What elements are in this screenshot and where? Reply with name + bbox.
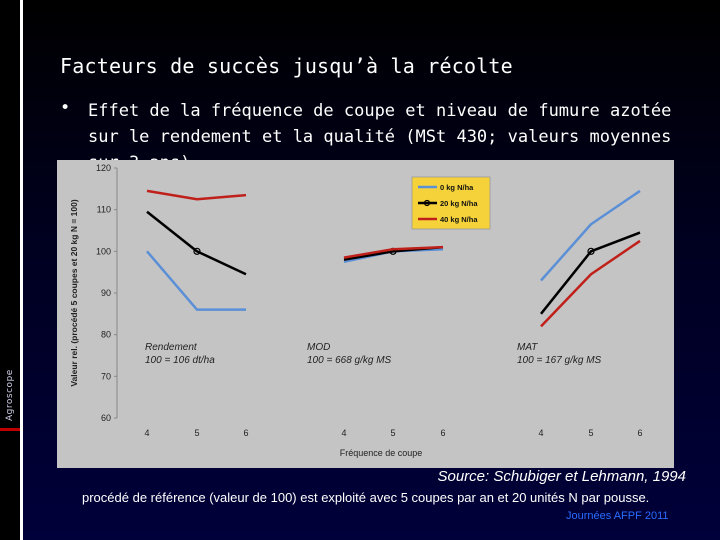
series-line [146, 189, 247, 201]
y-tick-label: 100 [96, 246, 111, 256]
y-axis-label: Valeur rel. (procédé 5 coupes et 20 kg N… [69, 199, 79, 386]
x-tick-label: 4 [144, 428, 149, 438]
y-tick-label: 80 [101, 330, 111, 340]
y-tick-label: 110 [97, 205, 111, 215]
chart-panel: 60 70 80 90 100 110 120 Valeur rel. (procédé 5 … [57, 160, 674, 468]
footnote: procédé de référence (valeur de 100) est… [82, 490, 650, 505]
slide-title: Facteurs de succès jusqu’à la récolte [60, 54, 513, 78]
x-tick-label: 5 [390, 428, 395, 438]
group-name-label: MAT [517, 342, 538, 353]
group-note-label: 100 = 106 dt/ha [145, 355, 215, 366]
legend-marker [423, 199, 431, 207]
group-name-label: Rendement [145, 342, 198, 353]
left-divider-line [20, 0, 23, 540]
bullet-marker: • [60, 98, 71, 118]
x-tick-label: 5 [194, 428, 199, 438]
y-tick-label: 60 [101, 413, 111, 423]
legend-label: 20 kg N/ha [440, 199, 478, 208]
x-axis-label: Fréquence de coupe [340, 448, 423, 458]
series-line [540, 239, 641, 328]
series-line [146, 250, 246, 311]
y-tick-label: 70 [101, 371, 111, 381]
legend-label: 40 kg N/ha [440, 215, 478, 224]
series-line [540, 231, 641, 315]
x-tick-label: 4 [341, 428, 346, 438]
x-tick-label: 6 [440, 428, 445, 438]
y-tick-label: 120 [96, 163, 111, 173]
x-tick-label: 6 [637, 428, 642, 438]
x-tick-label: 6 [243, 428, 248, 438]
logo-accent-bar [0, 428, 20, 431]
agroscope-logo: Agroscope [5, 369, 15, 421]
footer-event: Journées AFPF 2011 [566, 510, 669, 522]
series-line [343, 245, 444, 259]
series-line [146, 210, 247, 276]
group-note-label: 100 = 668 g/kg MS [307, 355, 392, 366]
left-margin [0, 0, 20, 540]
series-point [587, 247, 595, 255]
x-tick-label: 4 [538, 428, 543, 438]
source-citation: Source: Schubiger et Lehmann, 1994 [437, 468, 686, 485]
legend-label: 0 kg N/ha [440, 183, 474, 192]
series-point [193, 247, 201, 255]
line-chart: 60 70 80 90 100 110 120 Valeur rel. (procédé 5 … [69, 163, 643, 458]
y-tick-label: 90 [101, 288, 111, 298]
series-line [540, 189, 641, 282]
group-note-label: 100 = 167 g/kg MS [517, 355, 602, 366]
x-tick-label: 5 [588, 428, 593, 438]
group-name-label: MOD [307, 342, 330, 353]
